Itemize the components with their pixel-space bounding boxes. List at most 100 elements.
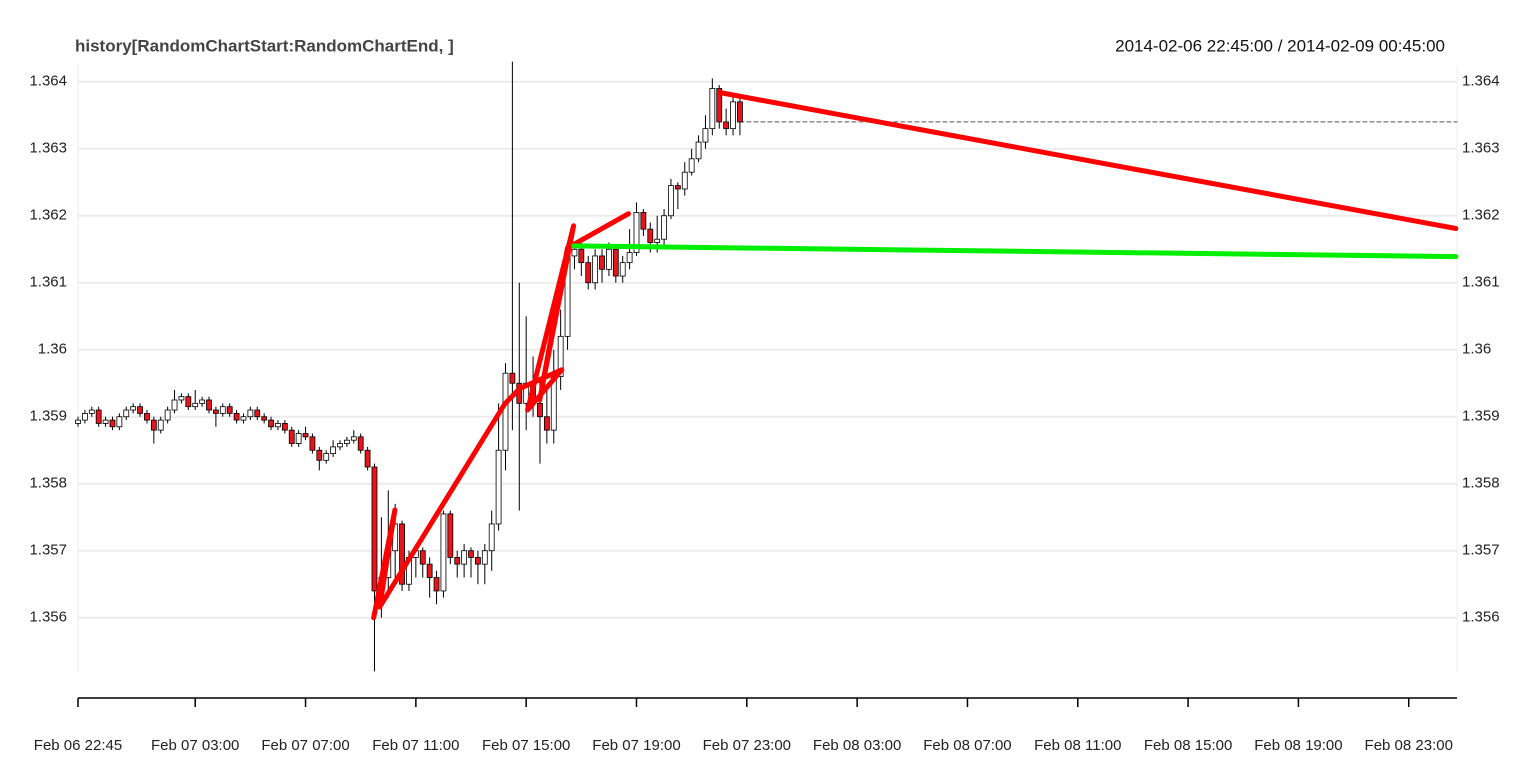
- candle-body: [171, 399, 178, 411]
- candle-body: [123, 409, 130, 418]
- candle-body: [309, 436, 316, 451]
- candle-body: [440, 513, 447, 592]
- candle-body: [654, 238, 661, 243]
- candle-body: [337, 443, 343, 448]
- candle-body: [212, 409, 219, 414]
- candle-body: [109, 419, 116, 428]
- candle-body: [185, 396, 192, 408]
- x-tick-label: Feb 07 03:00: [151, 737, 239, 754]
- candle-body: [178, 396, 185, 401]
- candle-body: [495, 449, 502, 525]
- candle-body: [481, 550, 488, 565]
- candle-body: [619, 262, 626, 277]
- candle-body: [206, 399, 212, 411]
- candle-body: [350, 436, 357, 441]
- y-tick-label-right: 1.361: [1462, 274, 1500, 291]
- candle-body: [599, 255, 605, 270]
- candle-body: [323, 453, 330, 461]
- candle-body: [199, 399, 206, 404]
- candle-body: [95, 409, 102, 424]
- candle-body: [606, 248, 612, 270]
- candle-body: [647, 228, 654, 243]
- candle-body: [681, 171, 688, 190]
- candle-body: [585, 262, 592, 284]
- candle-body: [640, 211, 647, 230]
- x-tick-label: Feb 08 11:00: [1034, 737, 1121, 754]
- candle-body: [288, 429, 295, 444]
- candle-body: [275, 423, 281, 428]
- candle-body: [247, 409, 254, 418]
- candle-body: [371, 466, 378, 592]
- x-tick-label: Feb 08 07:00: [923, 737, 1011, 754]
- overlay-line: [371, 90, 1459, 621]
- y-tick-label-right: 1.356: [1462, 609, 1500, 626]
- candle-body: [254, 409, 261, 418]
- candle-body: [364, 449, 371, 468]
- candle-body: [419, 550, 426, 565]
- candle-body: [344, 439, 350, 444]
- candle-body: [144, 412, 150, 421]
- y-tick-label: 1.359: [29, 408, 67, 425]
- y-tick-label: 1.356: [29, 609, 67, 626]
- candle-body: [447, 513, 454, 558]
- candle-body: [737, 101, 743, 123]
- candle-body: [461, 550, 468, 565]
- candle-body: [502, 372, 509, 451]
- x-tick-label: Feb 08 03:00: [813, 737, 901, 754]
- y-tick-label: 1.363: [29, 140, 67, 157]
- y-tick-label-right: 1.357: [1462, 542, 1500, 559]
- candle-body: [688, 158, 695, 173]
- candle-body: [226, 406, 233, 414]
- candle-body: [543, 416, 550, 431]
- candle-body: [578, 248, 585, 264]
- x-tick-label: Feb 06 22:45: [34, 737, 122, 754]
- y-tick-label: 1.364: [29, 73, 67, 90]
- candle-body: [709, 88, 716, 130]
- y-tick-label: 1.358: [29, 475, 67, 492]
- candle-body: [150, 419, 157, 431]
- candle-body: [661, 215, 667, 240]
- x-tick-label: Feb 07 23:00: [703, 737, 791, 754]
- candle-body: [88, 409, 95, 414]
- x-tick-label: Feb 07 07:00: [261, 737, 349, 754]
- candle-body: [468, 550, 474, 558]
- candle-body: [633, 211, 640, 253]
- candle-body: [433, 577, 440, 592]
- y-tick-label-right: 1.362: [1462, 207, 1500, 224]
- candle-body: [130, 406, 137, 411]
- x-tick-label: Feb 07 11:00: [372, 737, 459, 754]
- x-tick-label: Feb 07 19:00: [592, 737, 680, 754]
- candle-body: [730, 101, 736, 130]
- candle-body: [426, 563, 433, 578]
- candle-body: [357, 436, 364, 451]
- candle-body: [668, 185, 674, 217]
- y-tick-label: 1.362: [29, 207, 67, 224]
- candle-body: [626, 252, 633, 264]
- candle-body: [116, 416, 123, 428]
- overlay-line: [571, 243, 1459, 260]
- candle-body: [102, 419, 109, 424]
- candle-body: [571, 248, 578, 257]
- candle-body: [219, 406, 226, 414]
- candle-body: [723, 121, 730, 130]
- candle-body: [488, 523, 495, 552]
- y-tick-label-right: 1.364: [1462, 73, 1500, 90]
- candle-body: [716, 88, 723, 123]
- candle-body: [137, 406, 143, 414]
- candle-body: [157, 419, 164, 431]
- candle-body: [268, 419, 274, 428]
- y-tick-label: 1.357: [29, 542, 67, 559]
- candle-body: [330, 446, 337, 454]
- y-tick-label-right: 1.36: [1462, 341, 1491, 358]
- y-tick-label-right: 1.358: [1462, 475, 1500, 492]
- candle-body: [75, 419, 81, 424]
- candle-body: [261, 416, 268, 421]
- candle-body: [240, 416, 247, 421]
- x-tick-label: Feb 08 19:00: [1254, 737, 1342, 754]
- candle-body: [674, 185, 681, 190]
- candle-body: [537, 402, 543, 418]
- candle-body: [399, 523, 405, 585]
- candle-body: [702, 128, 709, 143]
- candle-body: [233, 412, 240, 421]
